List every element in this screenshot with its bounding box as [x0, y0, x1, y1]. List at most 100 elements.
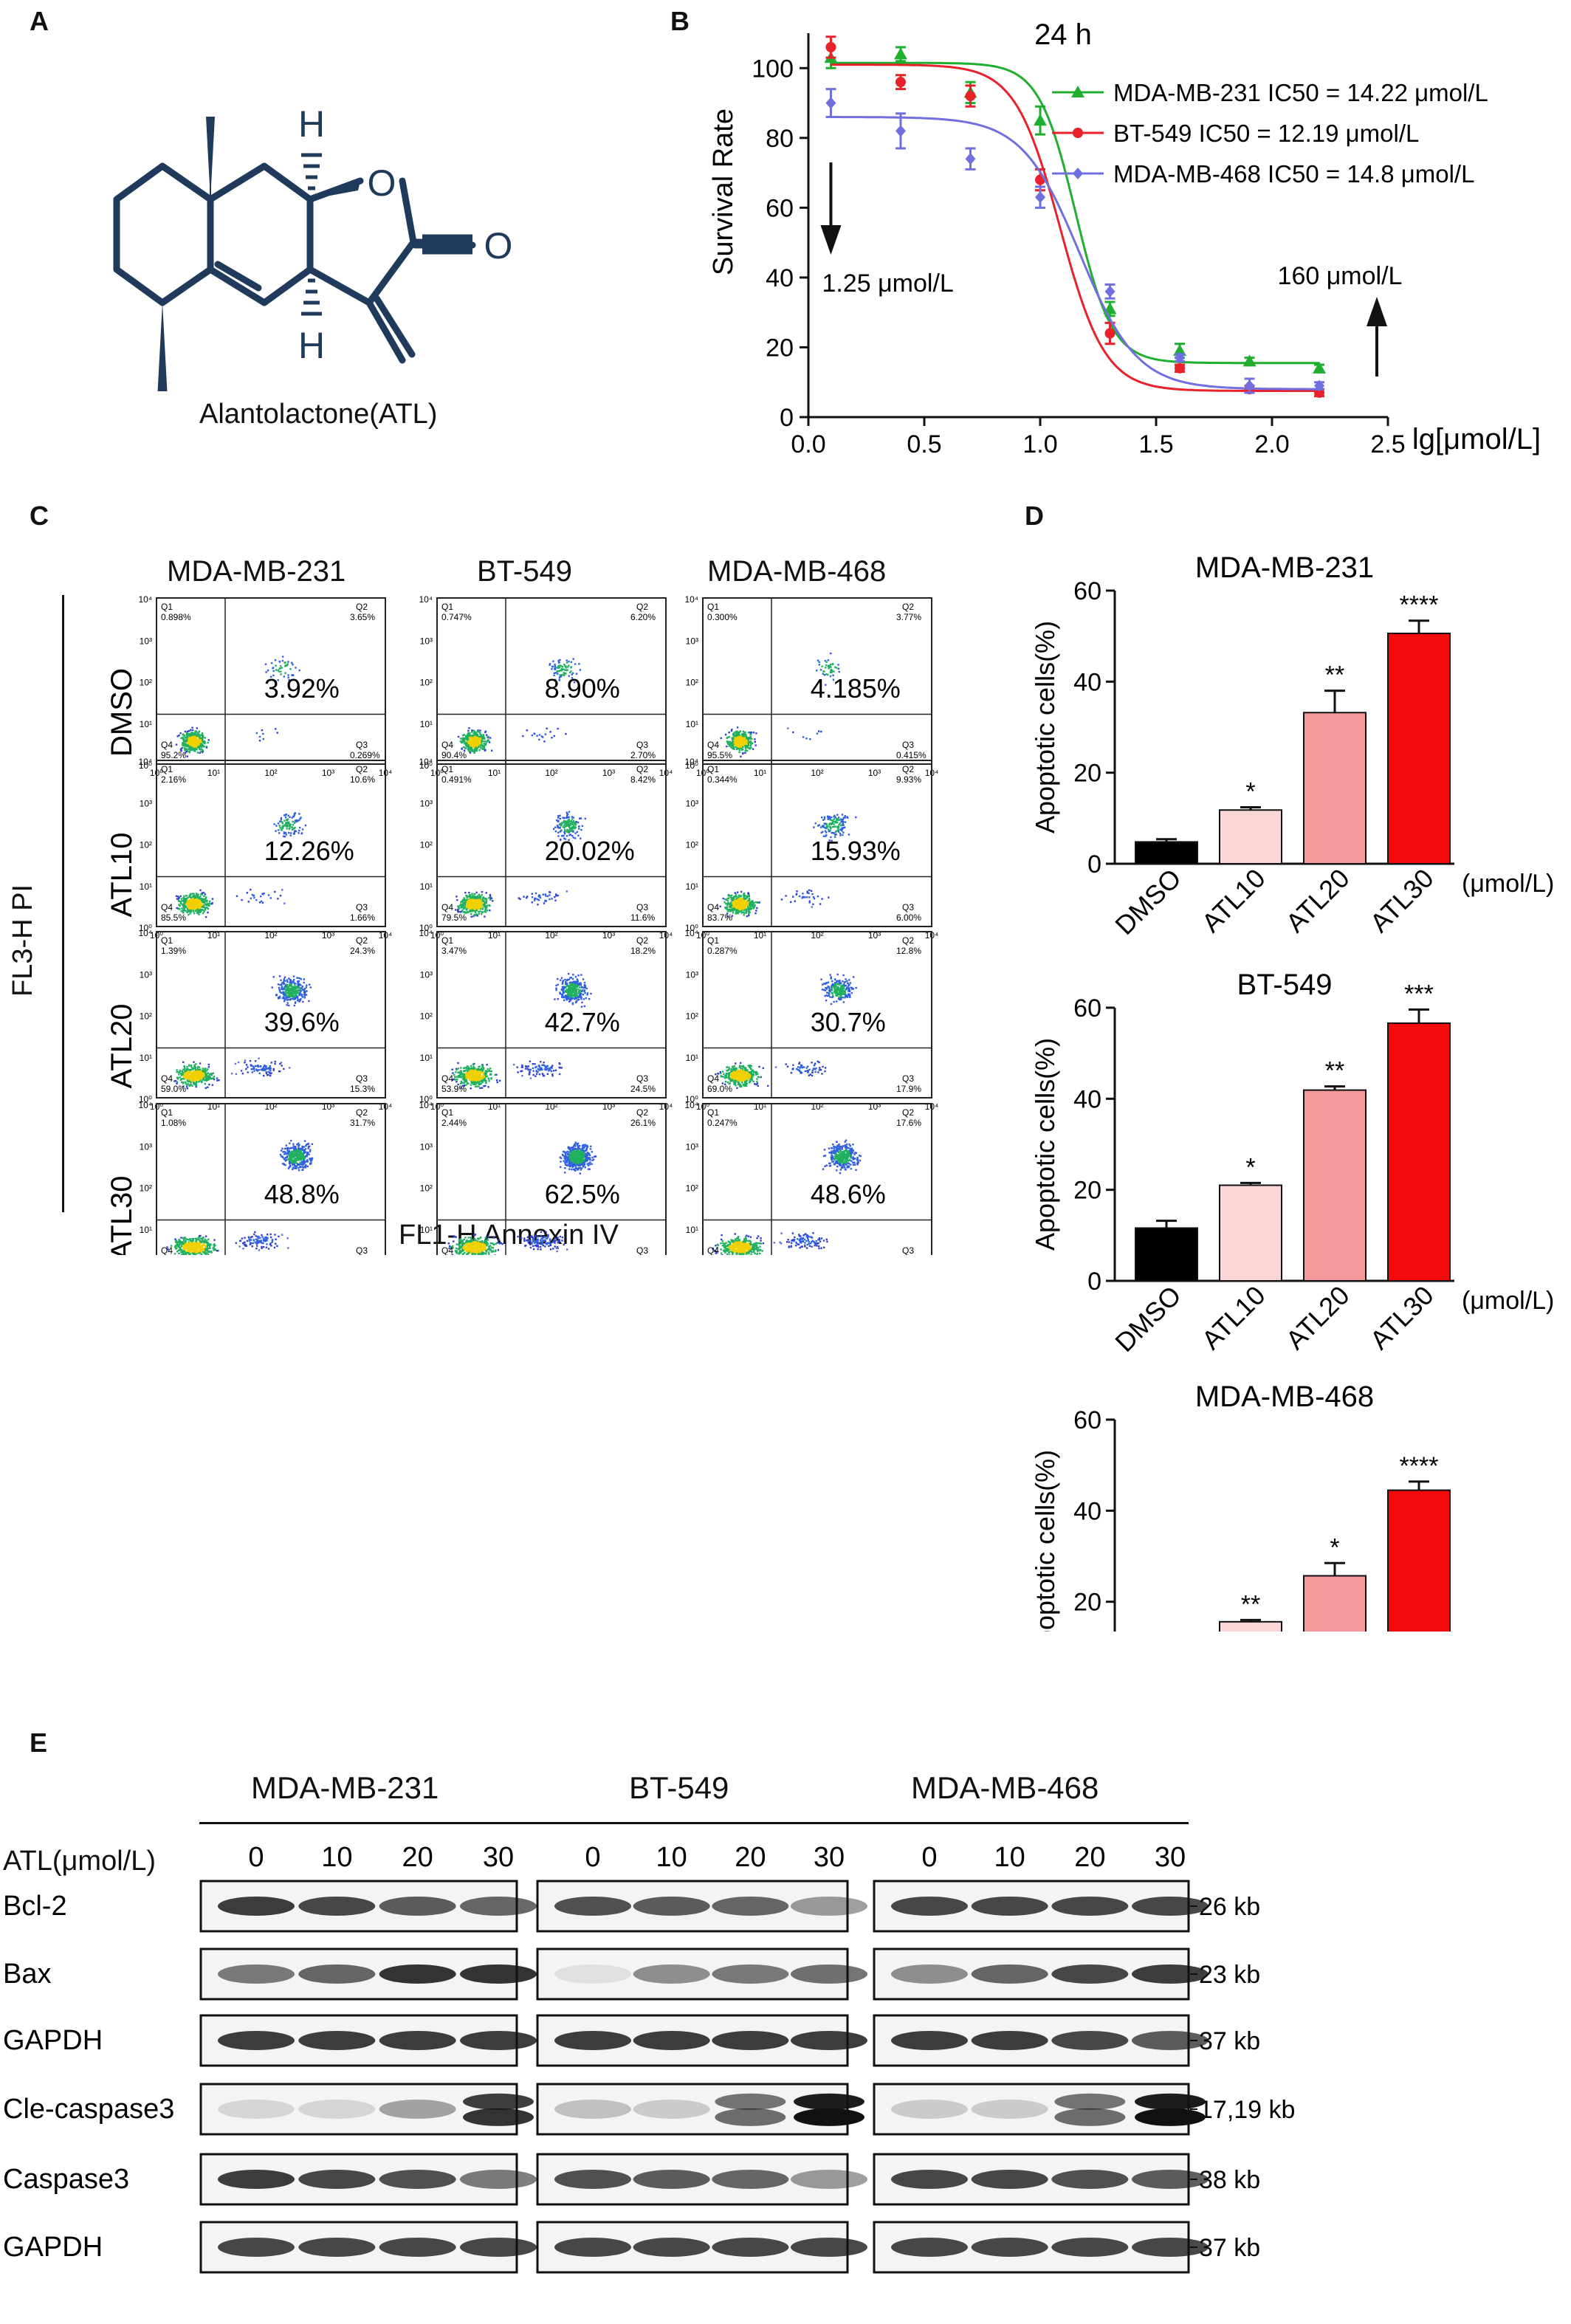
flow-dot	[279, 895, 282, 897]
flow-dot	[586, 992, 589, 994]
flow-dot	[464, 1078, 466, 1080]
flow-dot	[751, 738, 753, 740]
flow-dot	[191, 738, 194, 740]
flow-dot	[201, 1073, 203, 1076]
flow-dot	[743, 904, 746, 907]
flow-dot	[473, 908, 476, 910]
flow-dot	[482, 1073, 484, 1075]
flow-dot	[564, 986, 566, 989]
flow-dot	[193, 737, 195, 740]
flow-dot	[472, 735, 474, 737]
flow-dot	[189, 1071, 191, 1074]
flow-dot	[289, 994, 291, 997]
flow-dot	[735, 907, 737, 910]
flow-dot	[200, 1075, 202, 1077]
flow-dot	[726, 912, 729, 915]
flow-dot	[740, 898, 743, 901]
flow-dot	[190, 740, 193, 743]
flow-dot	[186, 735, 188, 737]
flow-dot	[489, 1073, 492, 1076]
flow-dot	[741, 738, 743, 740]
flow-dot	[462, 901, 464, 904]
flow-dot	[474, 1079, 477, 1082]
flow-dot	[476, 738, 478, 740]
flow-dot	[469, 907, 471, 910]
flow-dot	[470, 735, 473, 738]
flow-dot	[742, 900, 744, 902]
flow-dot	[291, 994, 293, 997]
flow-dot	[475, 907, 478, 910]
flow-dot	[191, 749, 193, 752]
flow-dot	[193, 1076, 195, 1079]
flow-dot	[742, 741, 744, 744]
flow-dot	[191, 742, 194, 744]
flow-dot	[821, 817, 823, 819]
flow-dot	[740, 905, 743, 907]
flow-ylabel: FL3-H PI	[7, 884, 38, 997]
flow-dot	[467, 738, 469, 740]
flow-dot	[472, 1068, 474, 1070]
flow-dot	[746, 738, 748, 740]
flow-dot	[275, 728, 277, 730]
flow-dot	[478, 749, 481, 752]
flow-dot	[193, 905, 195, 907]
flow-dot	[291, 989, 293, 991]
flow-dot	[554, 826, 557, 828]
flow-dot	[188, 1068, 191, 1071]
flow-dot	[292, 989, 294, 991]
flow-dot	[193, 1071, 196, 1073]
flow-dot	[289, 825, 291, 828]
flow-dot	[198, 1073, 200, 1076]
flow-dot	[468, 736, 470, 738]
flow-dot	[187, 904, 190, 907]
flow-dot	[478, 1075, 481, 1077]
flow-dot	[253, 1070, 255, 1072]
chart-b-point	[895, 125, 906, 137]
flow-dot	[193, 1072, 196, 1075]
flow-dot	[303, 995, 306, 997]
flow-dot	[298, 987, 300, 989]
flow-dot	[569, 820, 572, 823]
flow-dot	[738, 735, 740, 737]
flow-dot	[738, 736, 740, 739]
flow-dot	[580, 817, 582, 819]
flow-dot	[737, 735, 739, 738]
flow-dot	[281, 827, 283, 830]
flow-dot	[751, 901, 754, 904]
flow-dot	[186, 907, 188, 909]
flow-dot	[581, 1001, 583, 1004]
flow-q4-value: 79.5%	[441, 912, 467, 923]
flow-dot	[577, 995, 580, 998]
flow-dot	[189, 1080, 191, 1083]
flow-dot	[481, 1077, 484, 1079]
flow-dot	[283, 997, 286, 1000]
flow-dot	[283, 825, 285, 827]
flow-dot	[471, 743, 474, 746]
flow-dot	[568, 829, 571, 831]
flow-dot	[476, 1073, 478, 1076]
flow-dot	[744, 741, 746, 743]
flow-dot	[464, 747, 467, 749]
flow-dot	[470, 896, 472, 898]
flow-dot	[464, 747, 467, 749]
flow-dot	[822, 825, 824, 827]
flow-dot	[180, 1079, 182, 1081]
flow-q1-name: Q1	[707, 764, 719, 774]
flow-dot	[470, 1072, 472, 1075]
flow-dot	[192, 743, 195, 746]
flow-dot	[738, 740, 741, 742]
flow-dot	[477, 1078, 479, 1080]
flow-dot	[750, 900, 753, 903]
flow-dot	[464, 1077, 467, 1080]
flow-dot	[743, 900, 745, 902]
flow-dot	[193, 1067, 195, 1069]
flow-dot	[467, 740, 470, 742]
flow-dot	[189, 1069, 191, 1071]
flow-dot	[207, 1075, 210, 1077]
flow-dot	[199, 1070, 202, 1072]
flow-dot	[575, 994, 578, 997]
flow-dot	[186, 734, 189, 736]
flow-dot	[201, 745, 204, 747]
flow-dot	[199, 1073, 202, 1075]
flow-dot	[475, 909, 477, 911]
